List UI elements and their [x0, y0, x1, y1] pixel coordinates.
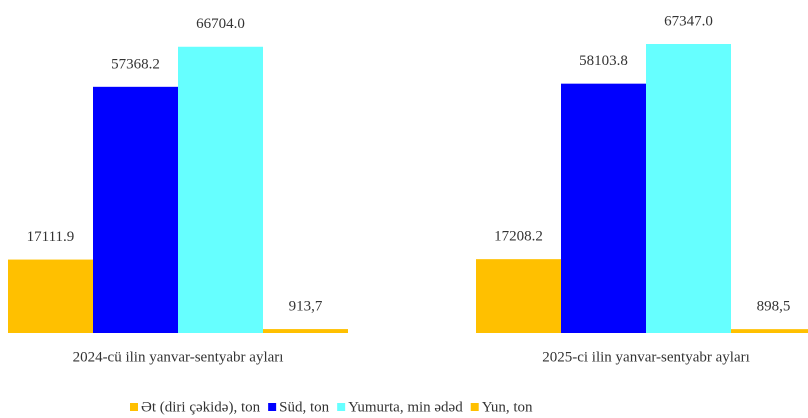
- data-label: 898,5: [757, 299, 791, 315]
- legend-swatch: [470, 403, 479, 411]
- legend-swatch: [337, 403, 346, 411]
- bar: [476, 259, 561, 333]
- legend-swatch: [268, 403, 277, 411]
- bar: [646, 44, 731, 333]
- legend-label: Yun, ton: [482, 399, 533, 415]
- legend-label: Ət (diri çəkidə), ton: [141, 399, 261, 415]
- data-label: 913,7: [289, 299, 323, 315]
- bar: [93, 86, 178, 333]
- bar: [178, 46, 263, 333]
- bar: [561, 83, 646, 334]
- data-label: 67347.0: [664, 13, 713, 29]
- legend-swatch: [130, 403, 138, 411]
- data-label: 58103.8: [579, 53, 628, 69]
- x-tick-label: 2025-ci ilin yanvar-sentyabr ayları: [542, 349, 750, 365]
- bar: [263, 329, 348, 333]
- legend-label: Yumurta, min ədəd: [348, 399, 463, 415]
- data-label: 57368.2: [111, 56, 160, 72]
- data-label: 17208.2: [494, 229, 543, 245]
- bar: [8, 259, 93, 333]
- data-label: 66704.0: [196, 16, 245, 32]
- bar: [731, 329, 808, 333]
- data-label: 17111.9: [27, 229, 75, 245]
- legend-label: Süd, ton: [279, 399, 330, 415]
- x-tick-label: 2024-cü ilin yanvar-sentyabr ayları: [73, 349, 284, 365]
